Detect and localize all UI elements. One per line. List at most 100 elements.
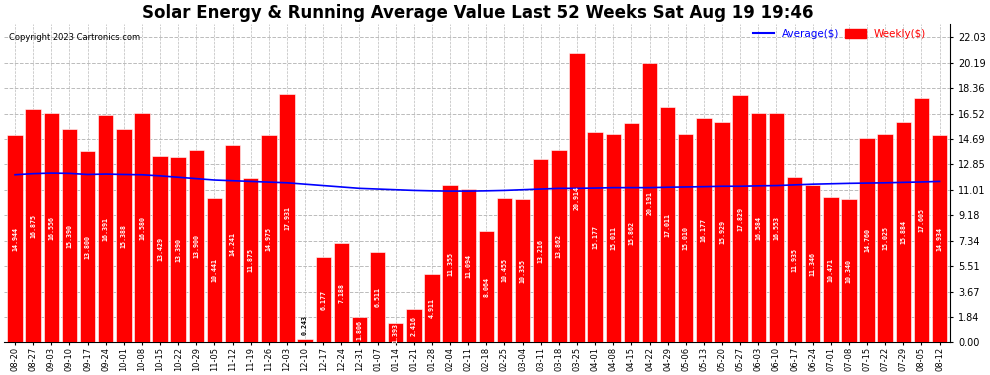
Text: 16.177: 16.177 [701, 218, 707, 242]
Bar [135, 112, 149, 342]
Bar [842, 199, 856, 342]
Bar [443, 185, 457, 342]
Text: 10.471: 10.471 [828, 258, 834, 282]
Text: 20.914: 20.914 [574, 186, 580, 210]
Bar [80, 151, 95, 342]
Text: 11.094: 11.094 [465, 254, 471, 278]
Text: 10.340: 10.340 [845, 259, 852, 283]
Bar [569, 53, 585, 342]
Text: 1.806: 1.806 [356, 320, 362, 340]
Text: 13.390: 13.390 [175, 238, 181, 262]
Bar [98, 115, 114, 342]
Text: 15.388: 15.388 [121, 224, 127, 248]
Bar [351, 317, 367, 342]
Text: 6.177: 6.177 [320, 290, 327, 310]
Text: 15.862: 15.862 [629, 220, 635, 245]
Bar [660, 107, 675, 342]
Text: 16.584: 16.584 [755, 216, 761, 240]
Text: 15.010: 15.010 [683, 226, 689, 251]
Bar [551, 150, 566, 342]
Text: 13.216: 13.216 [538, 239, 544, 263]
Text: 16.875: 16.875 [30, 213, 37, 237]
Bar [116, 129, 132, 342]
Bar [859, 138, 875, 342]
Text: 13.900: 13.900 [193, 234, 199, 258]
Bar [805, 185, 821, 342]
Text: 7.188: 7.188 [339, 283, 345, 303]
Bar [932, 135, 947, 342]
Bar [26, 109, 41, 342]
Text: 17.829: 17.829 [738, 207, 743, 231]
Bar [297, 339, 313, 342]
Bar [624, 123, 640, 342]
Bar [914, 99, 930, 342]
Legend: Average($), Weekly($): Average($), Weekly($) [753, 29, 927, 39]
Bar [460, 189, 476, 342]
Text: 13.862: 13.862 [555, 234, 562, 258]
Bar [715, 122, 730, 342]
Bar [587, 132, 603, 342]
Text: 6.511: 6.511 [374, 287, 380, 307]
Text: 15.011: 15.011 [610, 226, 616, 251]
Text: 14.944: 14.944 [12, 227, 18, 251]
Bar [7, 135, 23, 342]
Bar [533, 159, 548, 342]
Bar [606, 134, 621, 342]
Bar [152, 156, 167, 342]
Text: 16.556: 16.556 [49, 216, 54, 240]
Bar [225, 145, 241, 342]
Text: 15.025: 15.025 [882, 226, 888, 251]
Bar [425, 274, 440, 342]
Text: 10.441: 10.441 [212, 258, 218, 282]
Bar [768, 113, 784, 342]
Text: 10.355: 10.355 [520, 259, 526, 283]
Bar [261, 135, 276, 342]
Bar [896, 122, 911, 342]
Bar [243, 178, 258, 342]
Text: 17.931: 17.931 [284, 206, 290, 230]
Bar [370, 252, 385, 342]
Text: 11.355: 11.355 [447, 252, 453, 276]
Bar [823, 197, 839, 342]
Text: 16.391: 16.391 [103, 217, 109, 241]
Bar [44, 113, 59, 342]
Title: Solar Energy & Running Average Value Last 52 Weeks Sat Aug 19 19:46: Solar Energy & Running Average Value Las… [142, 4, 813, 22]
Bar [61, 129, 77, 342]
Bar [696, 118, 712, 342]
Text: 17.011: 17.011 [664, 213, 670, 237]
Bar [750, 112, 766, 342]
Bar [170, 157, 186, 342]
Bar [316, 257, 331, 342]
Text: 17.605: 17.605 [919, 209, 925, 232]
Text: 2.416: 2.416 [411, 316, 417, 336]
Text: 14.760: 14.760 [864, 228, 870, 252]
Text: 11.346: 11.346 [810, 252, 816, 276]
Bar [334, 243, 349, 342]
Bar [279, 94, 295, 342]
Bar [189, 150, 204, 342]
Text: 16.580: 16.580 [139, 216, 145, 240]
Bar [497, 198, 512, 342]
Text: Copyright 2023 Cartronics.com: Copyright 2023 Cartronics.com [9, 33, 140, 42]
Text: 14.975: 14.975 [266, 226, 272, 251]
Bar [733, 95, 747, 342]
Bar [207, 198, 222, 342]
Text: 14.241: 14.241 [230, 232, 236, 256]
Text: 8.064: 8.064 [483, 276, 489, 297]
Text: 20.191: 20.191 [646, 190, 652, 214]
Text: 11.935: 11.935 [792, 248, 798, 272]
Bar [678, 134, 693, 342]
Text: 15.929: 15.929 [719, 220, 725, 244]
Text: 10.455: 10.455 [502, 258, 508, 282]
Bar [515, 199, 531, 342]
Text: 14.934: 14.934 [937, 227, 942, 251]
Bar [479, 231, 494, 342]
Bar [787, 177, 802, 342]
Text: 15.390: 15.390 [66, 224, 72, 248]
Bar [388, 323, 404, 342]
Bar [877, 134, 893, 342]
Text: 15.177: 15.177 [592, 225, 598, 249]
Bar [406, 309, 422, 342]
Text: 13.800: 13.800 [84, 235, 90, 259]
Text: 0.243: 0.243 [302, 315, 308, 335]
